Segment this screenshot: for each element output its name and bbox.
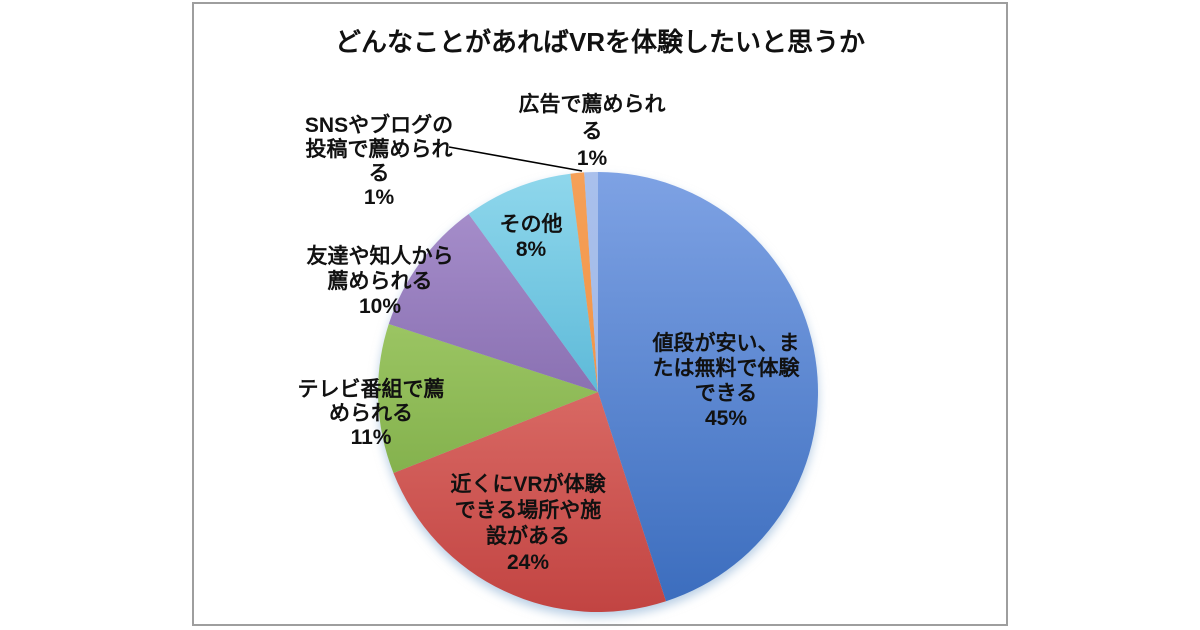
slice-label-line: できる場所や施 bbox=[454, 499, 602, 522]
pie-slice-nearby bbox=[393, 392, 666, 612]
slice-percent: 45% bbox=[704, 407, 748, 430]
chart-title: どんなことがあればVRを体験したいと思うか bbox=[334, 27, 866, 57]
slice-label-other: その他 8% bbox=[500, 212, 563, 262]
slice-label-price: 値段が安い、ま たは無料で体験 できる 45% bbox=[653, 331, 800, 431]
slice-percent: 1% bbox=[576, 147, 608, 170]
pie-slice-other bbox=[468, 173, 598, 392]
slice-label-line: 設がある bbox=[485, 525, 570, 548]
pie-slice-price bbox=[598, 172, 818, 602]
slice-label-line: 広告で薦められ bbox=[518, 93, 666, 116]
leader-line-sns bbox=[448, 146, 583, 172]
slice-label-line: できる bbox=[694, 382, 758, 405]
slice-label-friends: 友達や知人から 薦められる 10% bbox=[307, 244, 454, 319]
slice-percent: 1% bbox=[363, 186, 395, 209]
slice-label-line: められる bbox=[329, 402, 413, 425]
slice-label-line: る bbox=[581, 120, 603, 143]
slice-label-line: 薦められる bbox=[327, 270, 433, 293]
slice-label-line: たは無料で体験 bbox=[652, 357, 800, 380]
slice-label-line: その他 bbox=[499, 213, 563, 236]
slice-label-line: 投稿で薦められ bbox=[305, 138, 453, 161]
slice-label-line: る bbox=[368, 162, 390, 185]
slice-percent: 10% bbox=[358, 295, 402, 318]
slice-label-line: 近くにVRが体験 bbox=[450, 473, 606, 496]
slice-label-line: 値段が安い、ま bbox=[652, 332, 800, 355]
slice-label-nearby: 近くにVRが体験 できる場所や施 設がある 24% bbox=[450, 472, 605, 576]
pie-slices bbox=[378, 172, 818, 612]
slice-percent: 11% bbox=[350, 426, 392, 449]
slice-label-sns: SNSやブログの 投稿で薦められ る 1% bbox=[305, 114, 453, 210]
slice-label-line: 友達や知人から bbox=[306, 245, 454, 268]
pie-slice-sns bbox=[570, 172, 598, 392]
pie-slice-ad bbox=[584, 172, 598, 392]
slice-label-line: テレビ番組で薦 bbox=[297, 378, 445, 401]
pie-slice-friends bbox=[388, 214, 598, 392]
slice-percent: 24% bbox=[506, 551, 550, 574]
slice-label-ad: 広告で薦められ る 1% bbox=[519, 91, 666, 172]
slice-percent: 8% bbox=[515, 238, 547, 261]
slice-label-tv: テレビ番組で薦 められる 11% bbox=[298, 378, 445, 450]
slice-label-line: SNSやブログの bbox=[304, 114, 454, 137]
pie-slice-tv bbox=[378, 324, 598, 473]
